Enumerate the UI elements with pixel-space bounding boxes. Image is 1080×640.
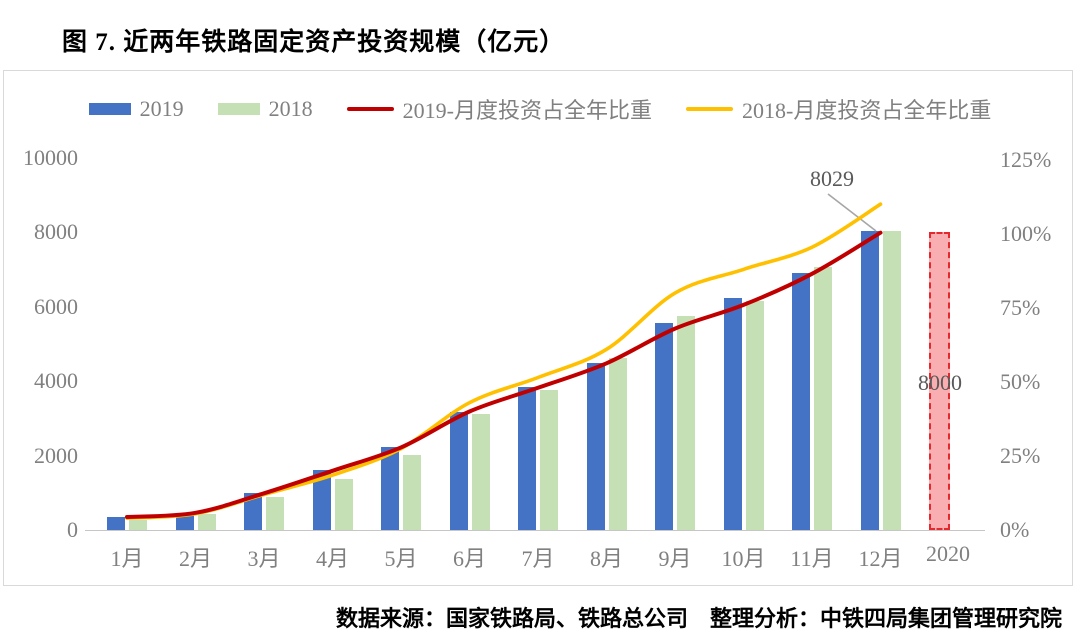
bar-2019-5月 — [381, 447, 399, 530]
x-axis-label-6月: 6月 — [452, 546, 486, 571]
legend-label: 2018-月度投资占全年比重 — [742, 98, 992, 123]
bar-2018-9月 — [677, 316, 695, 530]
x-axis-label-4月: 4月 — [315, 546, 349, 571]
legend-label: 2019 — [139, 96, 184, 121]
bar-2018-4月 — [334, 479, 353, 530]
bar-2019-9月 — [655, 322, 673, 530]
bar-2019-6月 — [449, 411, 468, 530]
x-axis-label-8月: 8月 — [589, 546, 623, 571]
legend-item-2019-bar: 2019 — [88, 96, 184, 122]
right-axis-tick: 125% — [1000, 146, 1052, 172]
chart-area — [3, 70, 1073, 586]
x-axis-label-1月: 1月 — [110, 546, 144, 571]
right-axis-tick: 100% — [1000, 220, 1052, 246]
right-axis-tick: 0% — [1000, 517, 1030, 542]
figure-title: 图 7. 近两年铁路固定资产投资规模（亿元） — [62, 29, 566, 56]
left-axis-tick: 8000 — [34, 219, 78, 245]
left-axis-tick: 4000 — [34, 368, 78, 394]
bar-2019-8月 — [586, 362, 605, 530]
bar-2019-12月 — [860, 231, 879, 530]
legend-label: 2019-月度投资占全年比重 — [402, 98, 652, 123]
legend-item-2018-bar: 2018 — [217, 96, 313, 122]
bar-2019-7月 — [518, 387, 536, 530]
x-axis-label-3月: 3月 — [247, 546, 281, 571]
legend-label: 2018 — [268, 96, 313, 121]
bar-2020-plan — [929, 232, 950, 530]
source-note: 数据来源：国家铁路局、铁路总公司 整理分析：中铁四局集团管理研究院 — [335, 606, 1062, 631]
bar-2018-11月 — [814, 267, 832, 530]
x-axis-label-5月: 5月 — [384, 546, 418, 571]
bar-2018-3月 — [266, 497, 284, 530]
bar-2018-5月 — [403, 455, 421, 530]
legend-item-2018-line: 2018-月度投资占全年比重 — [686, 93, 991, 125]
left-axis-tick: 2000 — [34, 442, 78, 468]
left-axis-tick: 0 — [67, 517, 78, 542]
bar-2019-1月 — [107, 516, 125, 530]
bar-2018-10月 — [745, 300, 764, 530]
bar-2019-4月 — [312, 470, 331, 530]
legend-swatch-2019 — [88, 103, 131, 115]
bar-2018-6月 — [471, 413, 490, 530]
legend-swatch-2019-line — [346, 107, 394, 111]
right-axis-tick: 75% — [1000, 294, 1041, 320]
chart-legend: 2019 2018 2019-月度投资占全年比重 2018-月度投资占全年比重 — [0, 93, 1080, 125]
x-axis-label-7月: 7月 — [521, 546, 555, 571]
bar-2018-1月 — [129, 519, 147, 530]
legend-swatch-2018 — [217, 103, 260, 115]
annotation-8029: 8029 — [810, 166, 854, 191]
bar-2019-2月 — [175, 512, 194, 530]
right-axis-tick: 50% — [1000, 368, 1041, 394]
bar-2019-10月 — [723, 297, 742, 530]
legend-swatch-2018-line — [686, 107, 733, 111]
x-axis-line — [85, 530, 985, 531]
bar-2018-8月 — [608, 358, 627, 530]
left-axis-tick: 6000 — [34, 293, 78, 319]
x-axis-label-11月: 11月 — [790, 546, 834, 571]
left-axis-tick: 10000 — [23, 145, 78, 170]
x-axis-label-2020: 2020 — [926, 541, 970, 566]
bar-2019-3月 — [244, 493, 262, 530]
right-axis-tick: 25% — [1000, 442, 1041, 468]
bar-2018-7月 — [540, 390, 558, 530]
x-axis-label-9月: 9月 — [658, 546, 692, 571]
annotation-8000: 8000 — [918, 370, 962, 395]
legend-item-2019-line: 2019-月度投资占全年比重 — [346, 93, 652, 125]
x-axis-label-12月: 12月 — [858, 546, 903, 571]
x-axis-label-10月: 10月 — [721, 546, 766, 571]
bar-2018-12月 — [882, 231, 901, 530]
bar-2019-11月 — [792, 273, 810, 530]
x-axis-label-2月: 2月 — [178, 546, 212, 571]
bar-2018-2月 — [197, 514, 216, 530]
